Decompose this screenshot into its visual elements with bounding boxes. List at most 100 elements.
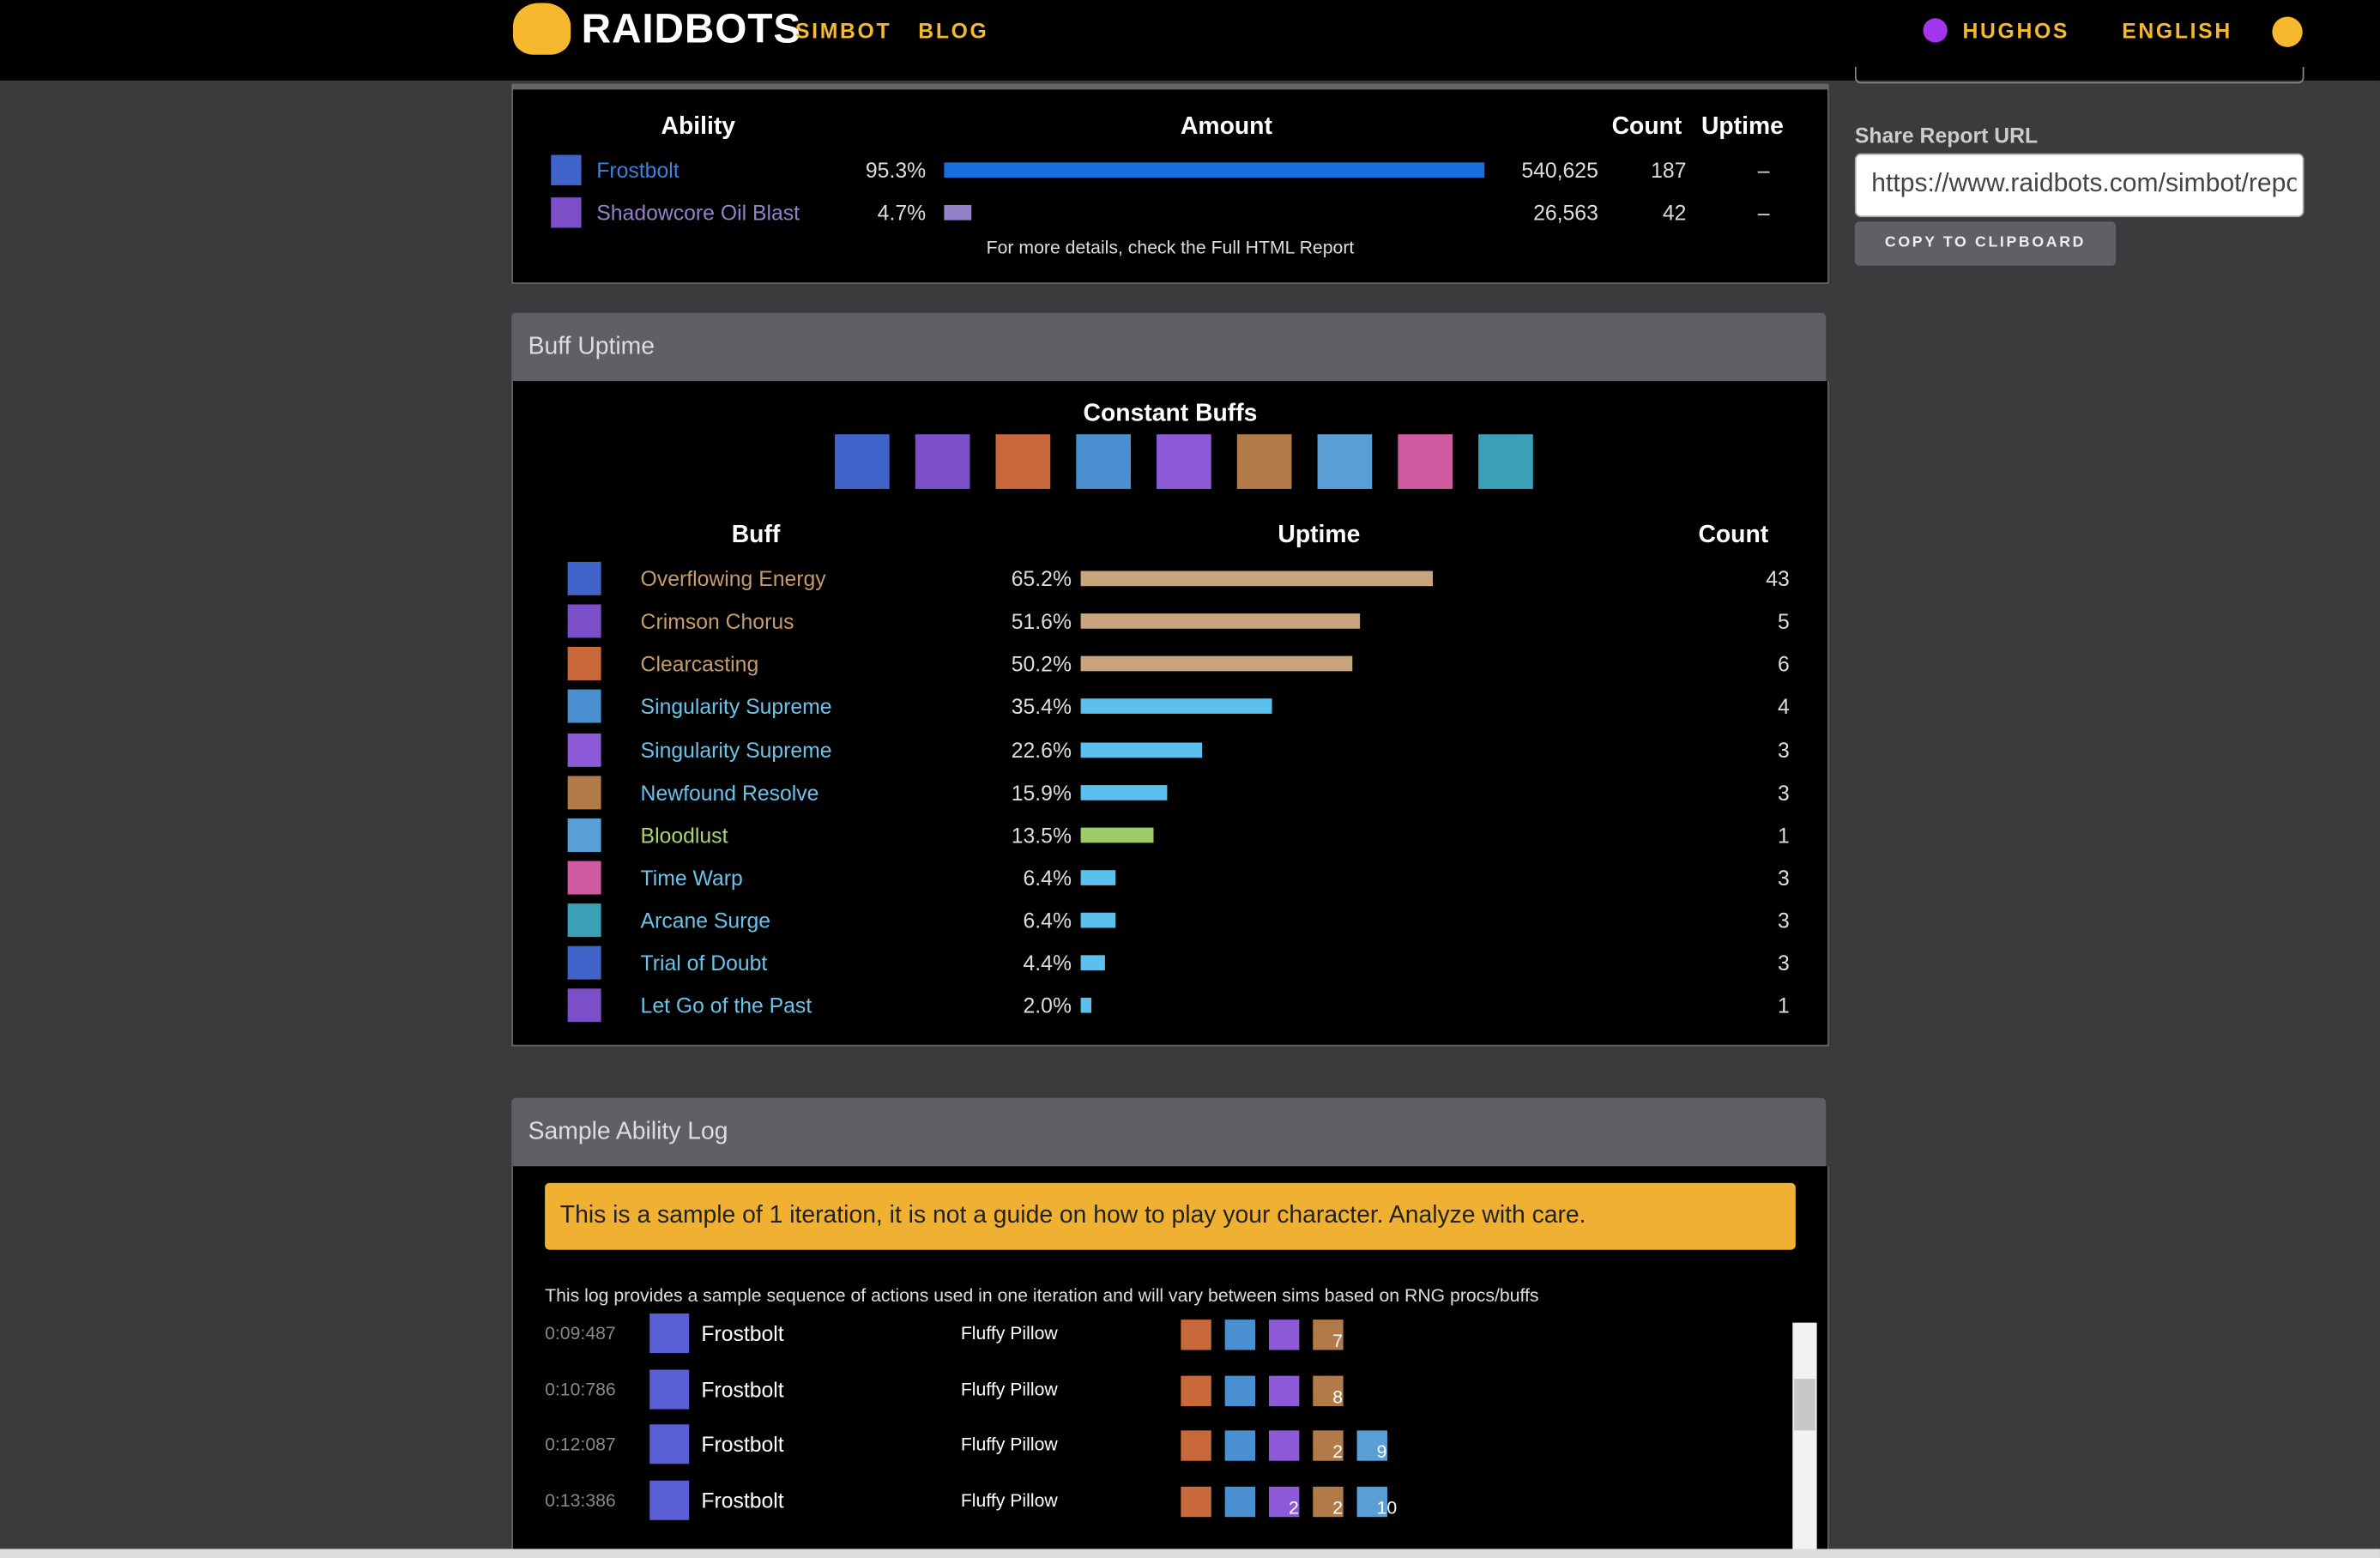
- log-time: 0:13:386: [545, 1489, 616, 1512]
- buff-icon: [567, 945, 601, 980]
- constant-buff-icon: [915, 434, 970, 489]
- share-label: Share Report URL: [1854, 123, 2039, 148]
- uptime-bar: [1080, 571, 1434, 587]
- uptime-bar: [1080, 784, 1167, 800]
- panel-title: Buff Uptime: [528, 334, 655, 360]
- uptime-bar: [1080, 912, 1115, 928]
- user-dot: [1923, 18, 1948, 43]
- buff-panel-header: [511, 312, 1827, 382]
- nav-link[interactable]: BLOG: [918, 18, 989, 43]
- buff-name[interactable]: Arcane Surge: [640, 908, 771, 933]
- copy-button-label[interactable]: COPY TO CLIPBOARD: [1884, 234, 2087, 251]
- buff-uptime: 2.0%: [1023, 993, 1072, 1018]
- column-header: Buff: [731, 522, 781, 548]
- scroll-thumb[interactable]: [1794, 1379, 1815, 1431]
- constant-buff-icon: [1317, 434, 1373, 489]
- ability-name[interactable]: Shadowcore Oil Blast: [596, 200, 800, 225]
- user-menu[interactable]: HUGHOS: [1962, 18, 2070, 43]
- top-bar: [0, 0, 2380, 81]
- log-ability: Frostbolt: [701, 1432, 784, 1458]
- buff-uptime: 15.9%: [1011, 780, 1072, 805]
- buff-icon: [567, 903, 601, 938]
- share-url[interactable]: https://www.raidbots.com/simbot/repo: [1871, 168, 2297, 198]
- ability-name[interactable]: Frostbolt: [596, 158, 680, 183]
- log-ability-icon: [649, 1313, 690, 1354]
- copy-button[interactable]: [1854, 221, 2117, 266]
- log-buff-icon: [1313, 1431, 1344, 1462]
- share-input[interactable]: [1854, 153, 2304, 218]
- uptime-bar: [1080, 656, 1352, 672]
- log-buff-icon: [1224, 1486, 1256, 1518]
- constant-buff-icon: [995, 434, 1051, 489]
- log-buff-stack: 2: [1332, 1441, 1344, 1464]
- log-ability-icon: [649, 1480, 690, 1520]
- uptime-bar: [1080, 955, 1105, 971]
- log-time: 0:09:487: [545, 1322, 616, 1344]
- buff-name[interactable]: Trial of Doubt: [640, 951, 768, 975]
- log-buff-stack: 10: [1376, 1497, 1398, 1519]
- amount-bar: [944, 162, 1485, 178]
- ability-icon: [551, 154, 582, 185]
- ability-percent: 4.7%: [877, 200, 927, 225]
- buff-count: 4: [1777, 694, 1790, 719]
- log-buff-icon: [1313, 1375, 1344, 1406]
- buff-name[interactable]: Newfound Resolve: [640, 780, 819, 805]
- log-ability: Frostbolt: [701, 1376, 784, 1402]
- buff-count: 3: [1777, 908, 1790, 933]
- scrollbar[interactable]: [1792, 1322, 1817, 1551]
- log-buff-icon: [1224, 1319, 1256, 1350]
- bottom-bar: [0, 1549, 2380, 1558]
- ability-percent: 95.3%: [865, 158, 927, 183]
- log-buff-icon: [1224, 1375, 1256, 1406]
- buff-uptime: 6.4%: [1023, 865, 1072, 891]
- log-ability-icon: [649, 1368, 690, 1410]
- ability-icon: [551, 197, 582, 228]
- buff-uptime: 65.2%: [1011, 566, 1072, 591]
- buff-name[interactable]: Bloodlust: [640, 822, 728, 848]
- log-buff-icon: [1268, 1486, 1300, 1518]
- ability-panel: [511, 83, 1829, 284]
- log-buff-icon: [1181, 1486, 1211, 1518]
- column-header: Ability: [661, 113, 736, 140]
- buff-name[interactable]: Clearcasting: [640, 651, 759, 677]
- buff-name[interactable]: Singularity Supreme: [640, 694, 832, 719]
- log-target: Fluffy Pillow: [960, 1322, 1058, 1344]
- log-buff-icon: [1356, 1431, 1387, 1462]
- buff-name[interactable]: Time Warp: [640, 865, 743, 891]
- ability-count: 187: [1651, 158, 1687, 183]
- buff-uptime: 22.6%: [1011, 737, 1072, 762]
- log-buff-icon: [1181, 1431, 1211, 1462]
- log-ability: Frostbolt: [701, 1488, 784, 1513]
- uptime-bar: [1080, 827, 1154, 842]
- buff-icon: [567, 861, 601, 895]
- buff-name[interactable]: Crimson Chorus: [640, 608, 794, 634]
- ability-uptime: –: [1757, 158, 1770, 183]
- uptime-bar: [1080, 998, 1092, 1014]
- buff-name[interactable]: Overflowing Energy: [640, 566, 826, 591]
- language-menu[interactable]: ENGLISH: [2122, 18, 2232, 43]
- ability-note[interactable]: For more details, check the Full HTML Re…: [986, 237, 1355, 258]
- buff-name[interactable]: Singularity Supreme: [640, 737, 832, 762]
- log-buff-icon: [1268, 1431, 1300, 1462]
- buff-name[interactable]: Let Go of the Past: [640, 993, 812, 1018]
- log-time: 0:10:786: [545, 1378, 616, 1400]
- buff-icon: [567, 647, 601, 681]
- log-target: Fluffy Pillow: [960, 1378, 1058, 1400]
- menu-icon[interactable]: [2272, 16, 2303, 47]
- buff-uptime: 51.6%: [1011, 608, 1072, 634]
- ability-amount: 26,563: [1533, 200, 1598, 225]
- buff-icon: [567, 561, 601, 595]
- column-header: Count: [1698, 522, 1769, 548]
- nav-link[interactable]: SIMBOT: [795, 18, 892, 43]
- uptime-bar: [1080, 741, 1203, 758]
- buff-icon: [567, 604, 601, 638]
- constant-buff-icon: [835, 434, 890, 489]
- logo[interactable]: RAIDBOTS: [581, 6, 802, 52]
- log-buff-icon: [1268, 1319, 1300, 1350]
- log-buff-icon: [1356, 1486, 1387, 1518]
- ability-amount: 540,625: [1521, 158, 1598, 183]
- warning-text: This is a sample of 1 iteration, it is n…: [559, 1202, 1586, 1229]
- ability-count: 42: [1662, 200, 1687, 225]
